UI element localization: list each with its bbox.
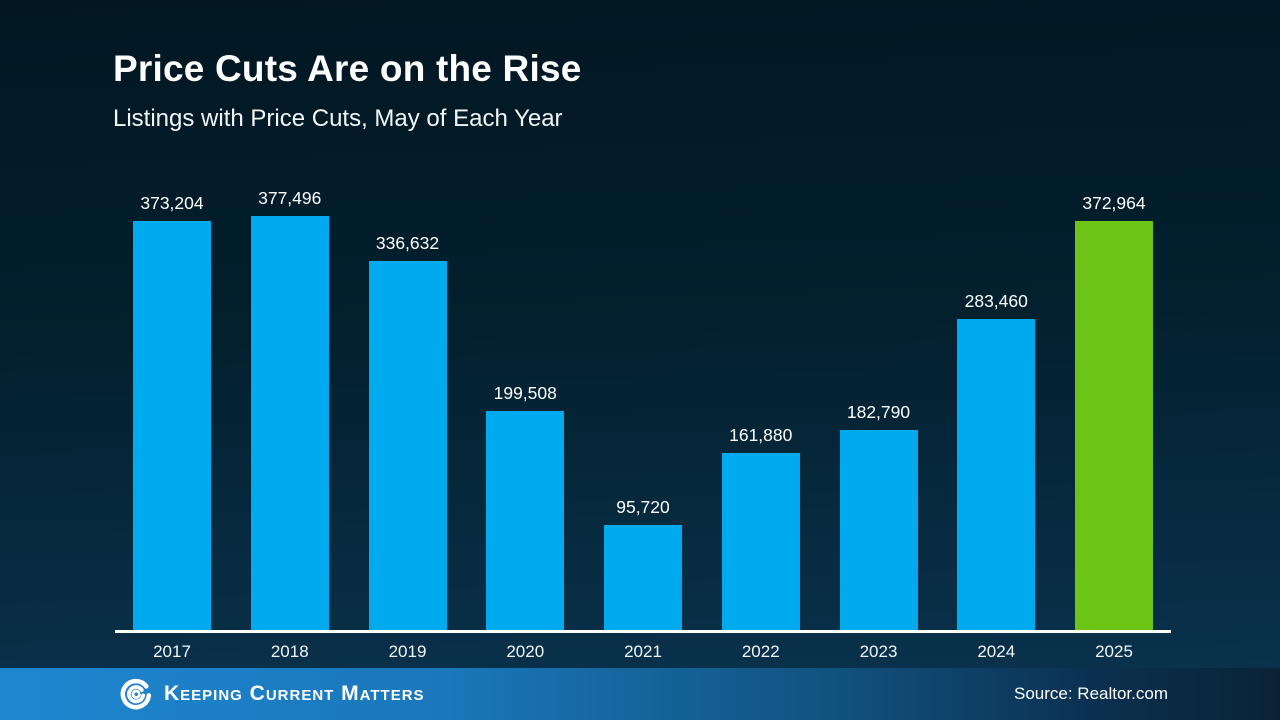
bar-value-label-2024: 283,460 [964, 291, 1028, 312]
bar-2018 [250, 216, 329, 630]
bar-group-2020: 199,508 [486, 383, 565, 630]
x-tick-2022: 2022 [741, 642, 780, 661]
bar-value-label-2020: 199,508 [493, 383, 557, 404]
bar-group-2018: 377,496 [250, 188, 329, 630]
bar-group-2019: 336,632 [368, 232, 447, 630]
kcm-swirl-icon [120, 678, 152, 710]
bar-value-label-2018: 377,496 [258, 188, 322, 208]
brand-name: Keeping Current Matters [164, 682, 425, 705]
bar-value-label-2022: 161,880 [729, 424, 793, 445]
bar-value-label-2021: 95,720 [616, 497, 670, 517]
x-tick-2017: 2017 [153, 642, 191, 661]
x-tick-2021: 2021 [624, 642, 662, 661]
bar-value-label-2019: 336,632 [375, 232, 440, 253]
bar-value-label-2025: 372,964 [1082, 193, 1146, 213]
bar-chart: 373,204 377,496 336,632 199,508 95,720 161,88… [115, 175, 1171, 662]
bar-group-2017: 373,204 [133, 193, 211, 630]
bar-2021 [604, 525, 682, 630]
bar-2022 [721, 452, 800, 630]
bar-value-label-2023: 182,790 [846, 401, 911, 422]
x-axis-line [115, 630, 1171, 633]
chart-title: Price Cuts Are on the Rise [113, 48, 582, 89]
bar-2024 [957, 319, 1036, 630]
chart-subtitle: Listings with Price Cuts, May of Each Ye… [113, 105, 563, 132]
bar-group-2021: 95,720 [604, 497, 682, 630]
bar-2017 [133, 220, 211, 630]
bar-group-2022: 161,880 [721, 424, 800, 630]
bar-value-label-2017: 373,204 [140, 192, 204, 213]
bar-2020 [486, 411, 565, 630]
brand-logo: Keeping Current Matters [118, 676, 425, 712]
bar-2025 [1075, 221, 1153, 630]
x-tick-2024: 2024 [977, 642, 1016, 661]
footer-bar: Keeping Current Matters Source: Realtor.… [0, 668, 1280, 720]
x-tick-2018: 2018 [270, 642, 309, 661]
bar-2019 [368, 260, 447, 630]
bar-group-2025: 372,964 [1075, 193, 1153, 630]
bar-2023 [839, 429, 918, 630]
bar-group-2024: 283,460 [957, 291, 1036, 630]
plot-area: 373,204 377,496 336,632 199,508 95,720 161,88… [115, 175, 1171, 630]
x-tick-2023: 2023 [859, 642, 898, 661]
x-tick-2019: 2019 [388, 642, 427, 661]
x-tick-2020: 2020 [506, 642, 545, 661]
bar-group-2023: 182,790 [839, 401, 918, 630]
x-tick-2025: 2025 [1095, 642, 1133, 661]
year-labels: 2017 2018 2019 2020 2021 2022 2023 2024 2025 [115, 642, 1171, 662]
source-attribution: Source: Realtor.com [1013, 684, 1168, 703]
